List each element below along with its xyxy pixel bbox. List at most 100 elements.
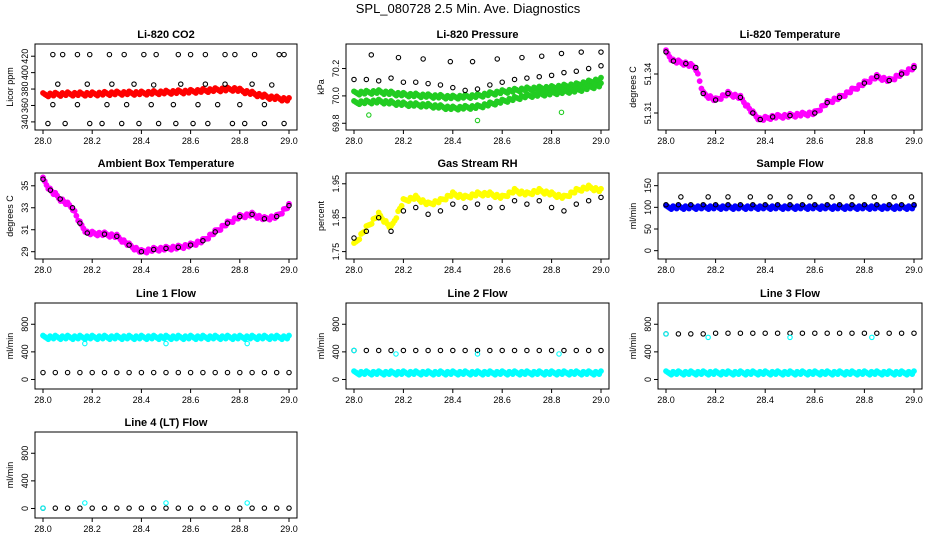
data-point <box>106 51 113 58</box>
y-tick-label: 0 <box>643 377 653 382</box>
data-point <box>82 340 88 347</box>
data-point <box>911 330 917 336</box>
data-point <box>696 78 703 85</box>
data-point <box>757 116 763 123</box>
data-point <box>276 51 282 58</box>
data-point <box>474 347 481 354</box>
plot-frame <box>34 302 298 390</box>
y-tick-label: 33 <box>20 203 30 213</box>
data-point <box>705 194 711 200</box>
data-point <box>241 120 248 127</box>
data-point <box>237 101 243 108</box>
data-point <box>50 51 56 58</box>
data-point <box>874 73 880 80</box>
data-point <box>474 117 481 124</box>
data-point <box>812 201 818 208</box>
y-tick-label: 1.85 <box>331 209 341 227</box>
data-point <box>558 109 565 116</box>
chart-title: Line 1 Flow <box>136 288 196 300</box>
x-tick-label: 29.0 <box>905 265 923 275</box>
y-tick-label: 69.8 <box>331 114 341 132</box>
data-point <box>767 194 773 200</box>
data-point <box>40 176 46 182</box>
y-tick-label: 31 <box>20 225 30 235</box>
data-point <box>202 81 209 87</box>
data-point <box>163 245 169 252</box>
x-tick-label: 28.8 <box>231 524 249 534</box>
data-point <box>175 369 182 376</box>
data-point <box>725 194 731 200</box>
data-point <box>824 330 830 336</box>
data-point <box>712 330 719 336</box>
data-point <box>561 208 567 214</box>
data-point <box>536 197 542 204</box>
x-tick-label: 28.2 <box>395 136 413 146</box>
x-tick-label: 28.0 <box>345 395 363 405</box>
series-pressure-0 <box>351 74 604 102</box>
data-point <box>511 197 518 204</box>
y-tick-label: 29 <box>20 247 30 257</box>
y-tick-label: 340 <box>20 114 30 129</box>
data-point <box>375 214 382 221</box>
x-tick-label: 28.8 <box>231 265 249 275</box>
data-point <box>222 81 228 87</box>
x-tick-label: 28.4 <box>133 395 151 405</box>
data-point <box>356 236 363 243</box>
data-point <box>224 505 231 511</box>
data-point <box>64 505 71 511</box>
data-point <box>114 505 120 511</box>
x-tick-label: 29.0 <box>280 395 298 405</box>
x-tick-label: 28.2 <box>83 265 101 275</box>
data-point <box>286 369 292 376</box>
data-point <box>163 369 169 376</box>
x-tick-label: 29.0 <box>592 395 610 405</box>
data-point <box>126 369 132 376</box>
y-tick-label: 400 <box>331 344 341 359</box>
x-tick-label: 28.0 <box>345 265 363 275</box>
data-point <box>511 76 518 83</box>
data-point <box>229 120 236 127</box>
x-tick-label: 28.4 <box>444 136 462 146</box>
x-tick-label: 28.0 <box>34 395 52 405</box>
data-point <box>50 101 56 108</box>
chart-panel-line4_flow: Line 4 (LT) Flow 28.0 28.2 28.4 28.6 28.8 29.0… <box>5 417 298 534</box>
y-axis-label: ml/min <box>628 203 638 230</box>
data-point <box>136 120 142 127</box>
series-gas_rh-1 <box>351 194 604 241</box>
series-line2_flow-0 <box>351 347 604 354</box>
data-point <box>123 101 130 108</box>
data-point <box>548 72 555 79</box>
y-tick-label: 800 <box>331 317 341 332</box>
data-point <box>73 212 80 219</box>
data-point <box>86 51 93 58</box>
data-point <box>524 75 530 81</box>
data-point <box>153 51 159 58</box>
data-point <box>45 120 51 127</box>
data-point <box>598 63 604 69</box>
data-point <box>202 51 209 58</box>
data-point <box>573 201 580 207</box>
y-tick-label: 0 <box>20 506 30 511</box>
data-point <box>286 505 292 511</box>
y-axis-label: degrees C <box>628 66 638 108</box>
data-point <box>114 369 120 376</box>
data-point <box>388 228 394 235</box>
data-point <box>237 369 243 376</box>
data-point <box>598 347 604 354</box>
data-point <box>694 70 701 77</box>
data-point <box>700 331 706 337</box>
data-point <box>425 347 431 354</box>
x-tick-label: 28.6 <box>182 524 200 534</box>
series-line2_flow-2 <box>351 368 604 378</box>
data-point <box>388 347 394 354</box>
data-point <box>886 330 892 336</box>
data-point <box>170 101 177 108</box>
data-point <box>536 347 542 354</box>
data-point <box>363 347 370 354</box>
chart-panel-line2_flow: Line 2 Flow 28.0 28.2 28.4 28.6 28.8 29.0 0 400 8… <box>316 288 610 405</box>
x-tick-label: 28.6 <box>182 395 200 405</box>
y-tick-label: 400 <box>20 344 30 359</box>
data-point <box>874 201 880 208</box>
data-point <box>138 369 145 376</box>
